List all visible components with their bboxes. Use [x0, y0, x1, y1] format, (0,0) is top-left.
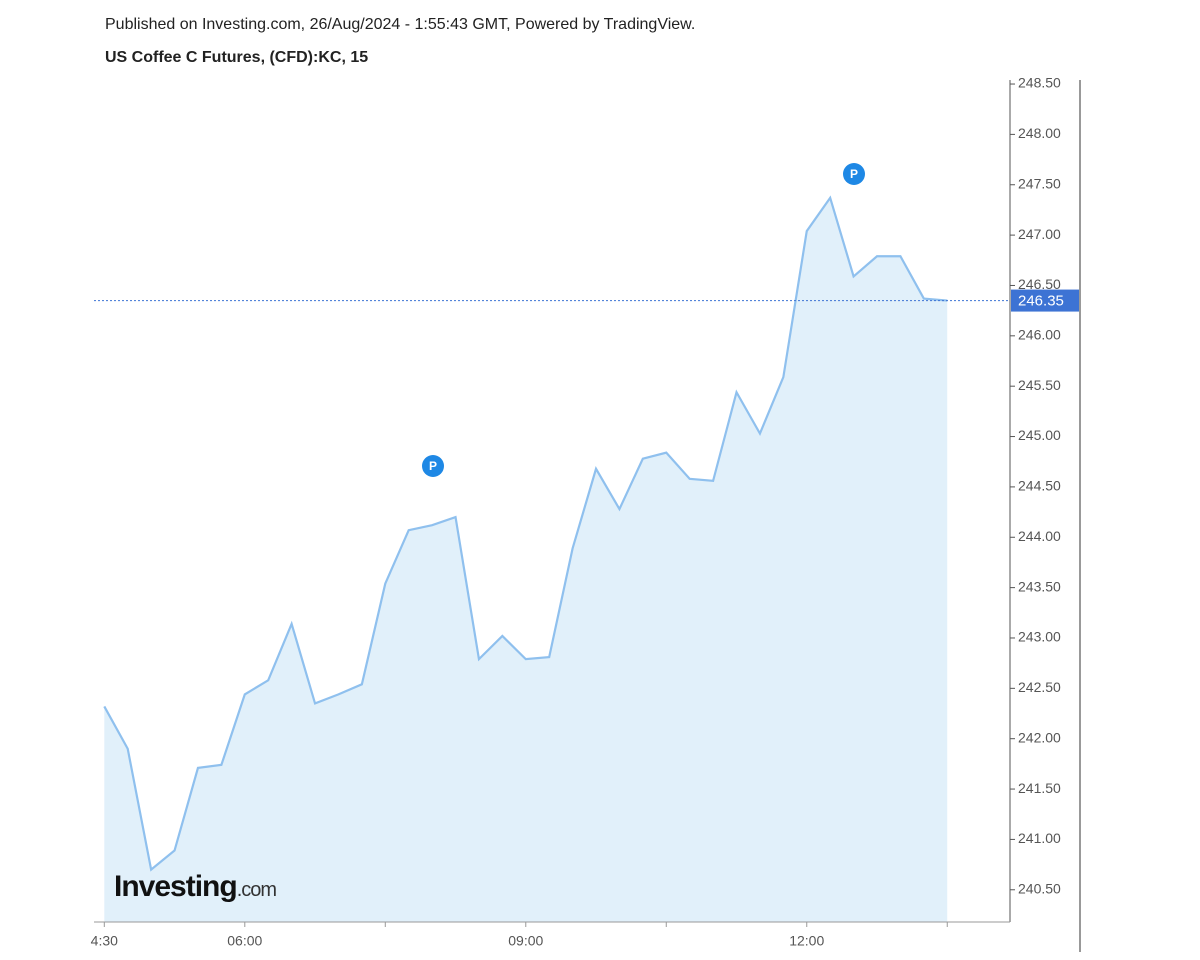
y-tick-label: 246.50: [1018, 276, 1061, 292]
p-marker: P: [422, 455, 444, 477]
y-tick-label: 241.00: [1018, 830, 1061, 846]
y-tick-label: 245.50: [1018, 377, 1061, 393]
y-tick-label: 242.50: [1018, 679, 1061, 695]
published-note: Published on Investing.com, 26/Aug/2024 …: [105, 16, 695, 33]
y-tick-label: 243.50: [1018, 578, 1061, 594]
x-tick-label: 06:00: [227, 933, 262, 949]
last-price-box: [1011, 289, 1079, 312]
y-tick-label: 248.00: [1018, 125, 1061, 141]
svg-text:P: P: [429, 459, 437, 473]
y-tick-label: 247.50: [1018, 175, 1061, 191]
y-tick-label: 245.00: [1018, 427, 1061, 443]
watermark: Investing.com: [114, 870, 276, 903]
chart-title: US Coffee C Futures, (CFD):KC, 15: [105, 49, 368, 66]
y-tick-label: 247.00: [1018, 226, 1061, 242]
y-tick-label: 242.00: [1018, 729, 1061, 745]
y-tick-label: 246.00: [1018, 327, 1061, 343]
last-price-label: 246.35: [1018, 293, 1064, 310]
y-tick-label: 243.00: [1018, 629, 1061, 645]
y-tick-label: 248.50: [1018, 75, 1061, 91]
y-tick-label: 240.50: [1018, 880, 1061, 896]
x-tick-label: 4:30: [91, 933, 118, 949]
y-tick-label: 241.50: [1018, 780, 1061, 796]
p-marker: P: [843, 163, 865, 185]
svg-text:P: P: [850, 167, 858, 181]
y-tick-label: 244.00: [1018, 528, 1061, 544]
price-line: [103, 195, 948, 872]
x-tick-label: 09:00: [508, 933, 543, 949]
y-tick-label: 244.50: [1018, 478, 1061, 494]
area-fill: [104, 197, 948, 922]
x-tick-label: 12:00: [789, 933, 824, 949]
plot-area: [103, 195, 948, 922]
